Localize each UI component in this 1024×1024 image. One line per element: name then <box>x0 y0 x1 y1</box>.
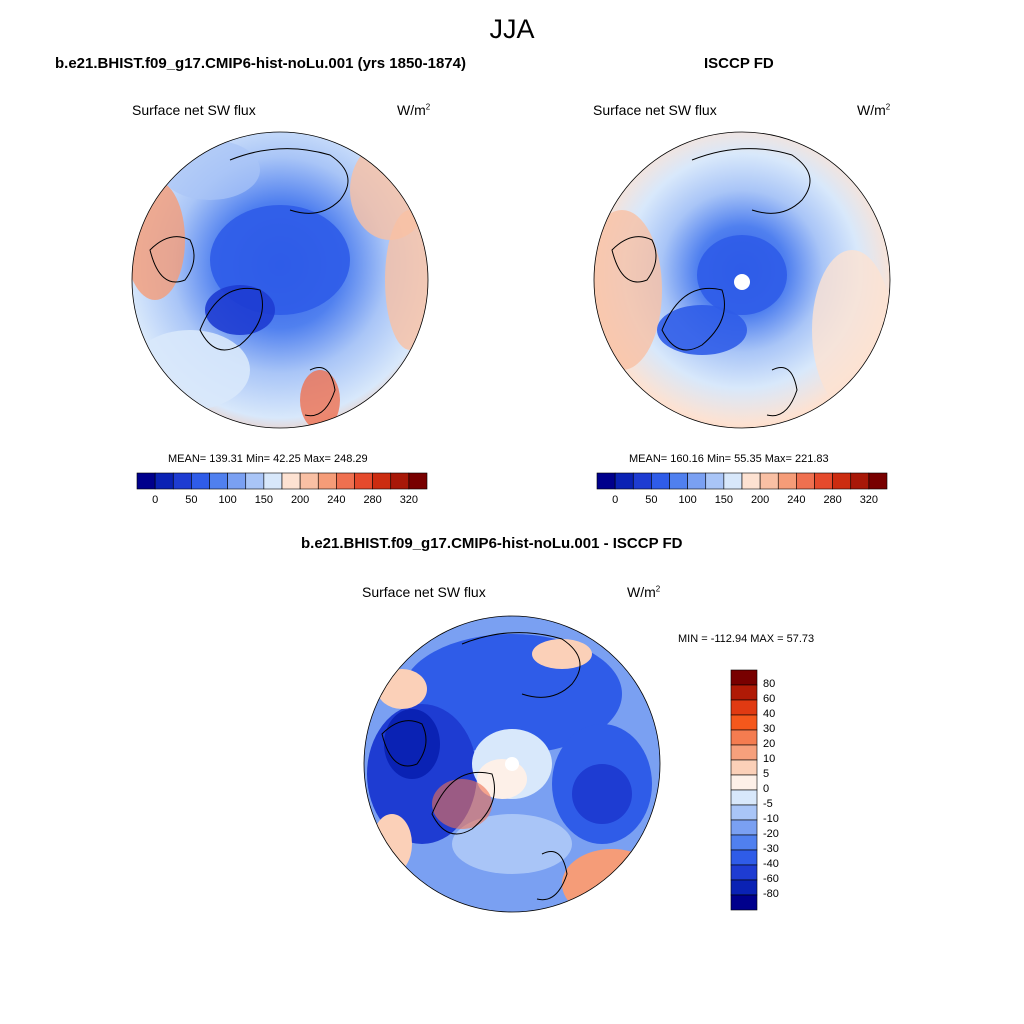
colorbar-swatch <box>730 774 758 791</box>
colorbar-swatch <box>730 879 758 896</box>
colorbar-swatch <box>868 472 888 490</box>
colorbar-tick-label: 240 <box>327 494 346 506</box>
colorbar-swatch <box>814 472 833 490</box>
colorbar-swatch <box>730 699 758 716</box>
colorbar-tick-label: 0 <box>763 783 770 795</box>
panel-2-colorbar <box>596 472 888 490</box>
colorbar-tick-label: 50 <box>185 494 198 506</box>
panel-2-units: W/m2 <box>857 102 891 118</box>
colorbar-swatch <box>705 472 725 490</box>
panel-2-title: ISCCP FD <box>704 55 774 72</box>
colorbar-swatch <box>832 472 852 490</box>
panel-3-map <box>363 615 661 913</box>
colorbar-swatch <box>390 472 410 490</box>
colorbar-swatch <box>730 849 758 866</box>
colorbar-tick-label: 280 <box>363 494 382 506</box>
colorbar-tick-label: 200 <box>750 494 770 506</box>
panel-2-stats: MEAN= 160.16 Min= 55.35 Max= 221.83 <box>629 453 829 465</box>
colorbar-tick-label: 50 <box>645 494 658 506</box>
colorbar-swatch <box>850 472 870 490</box>
colorbar-tick-label: -10 <box>763 813 779 825</box>
colorbar-swatch <box>730 759 758 776</box>
colorbar-swatch <box>723 472 743 490</box>
colorbar-swatch <box>730 744 758 761</box>
panel-3-title: b.e21.BHIST.f09_g17.CMIP6-hist-noLu.001 … <box>301 535 683 552</box>
colorbar-tick-label: 240 <box>787 494 806 506</box>
colorbar-swatch <box>227 472 247 490</box>
colorbar-swatch <box>136 472 156 490</box>
colorbar-swatch <box>372 472 392 490</box>
colorbar-tick-label: 150 <box>714 494 734 506</box>
colorbar-swatch <box>730 819 758 836</box>
colorbar-swatch <box>408 472 428 490</box>
colorbar-swatch <box>741 472 761 490</box>
panel-2-variable: Surface net SW flux <box>593 102 717 118</box>
panel-1-title: b.e21.BHIST.f09_g17.CMIP6-hist-noLu.001 … <box>55 55 466 72</box>
panel-1-units: W/m2 <box>397 102 431 118</box>
colorbar-tick-label: -20 <box>763 828 779 840</box>
colorbar-tick-label: -30 <box>763 843 779 855</box>
colorbar-tick-label: 40 <box>763 708 776 720</box>
colorbar-swatch <box>336 472 355 490</box>
panel-1-stats: MEAN= 139.31 Min= 42.25 Max= 248.29 <box>168 453 368 465</box>
colorbar-swatch <box>730 894 758 911</box>
colorbar-swatch <box>632 472 652 490</box>
colorbar-swatch <box>354 472 373 490</box>
colorbar-swatch <box>730 834 758 851</box>
colorbar-swatch <box>730 684 758 701</box>
colorbar-tick-label: 80 <box>763 678 776 690</box>
colorbar-tick-label: 150 <box>254 494 274 506</box>
colorbar-tick-label: -80 <box>763 888 779 900</box>
page-title: JJA <box>489 14 535 44</box>
panel-1-variable: Surface net SW flux <box>132 102 256 118</box>
colorbar-tick-label: 0 <box>612 494 619 506</box>
colorbar-tick-label: 320 <box>399 494 419 506</box>
colorbar-tick-label: 20 <box>763 738 776 750</box>
colorbar-swatch <box>245 472 265 490</box>
panel-3-colorbar <box>730 669 758 911</box>
colorbar-swatch <box>614 472 634 490</box>
colorbar-swatch <box>209 472 228 490</box>
colorbar-swatch <box>596 472 616 490</box>
colorbar-swatch <box>191 472 210 490</box>
colorbar-swatch <box>281 472 301 490</box>
colorbar-swatch <box>759 472 779 490</box>
colorbar-swatch <box>730 669 758 686</box>
colorbar-tick-label: -60 <box>763 873 779 885</box>
colorbar-tick-label: 320 <box>859 494 879 506</box>
colorbar-tick-label: 280 <box>823 494 842 506</box>
colorbar-swatch <box>687 472 707 490</box>
colorbar-swatch <box>154 472 174 490</box>
colorbar-swatch <box>669 472 688 490</box>
panel-1-colorbar <box>136 472 428 490</box>
colorbar-swatch <box>172 472 192 490</box>
colorbar-tick-label: 200 <box>290 494 310 506</box>
colorbar-swatch <box>651 472 670 490</box>
panel-3-stats: MIN = -112.94 MAX = 57.73 <box>678 633 815 645</box>
colorbar-swatch <box>777 472 797 490</box>
colorbar-swatch <box>730 864 758 881</box>
colorbar-tick-label: 5 <box>763 768 770 780</box>
colorbar-swatch <box>263 472 283 490</box>
colorbar-swatch <box>299 472 319 490</box>
colorbar-tick-label: 100 <box>678 494 697 506</box>
colorbar-swatch <box>317 472 337 490</box>
colorbar-tick-label: 30 <box>763 723 776 735</box>
panel-3-units: W/m2 <box>627 584 661 600</box>
panel-1-map <box>131 131 429 429</box>
colorbar-tick-label: -5 <box>763 798 773 810</box>
colorbar-tick-label: -40 <box>763 858 779 870</box>
colorbar-swatch <box>730 789 758 806</box>
panel-3-variable: Surface net SW flux <box>362 584 486 600</box>
colorbar-tick-label: 10 <box>763 753 776 765</box>
colorbar-swatch <box>796 472 815 490</box>
colorbar-tick-label: 0 <box>152 494 159 506</box>
colorbar-swatch <box>730 729 758 746</box>
colorbar-tick-label: 100 <box>218 494 237 506</box>
panel-2-map <box>593 131 891 429</box>
colorbar-swatch <box>730 804 758 821</box>
colorbar-swatch <box>730 714 758 731</box>
colorbar-tick-label: 60 <box>763 693 776 705</box>
